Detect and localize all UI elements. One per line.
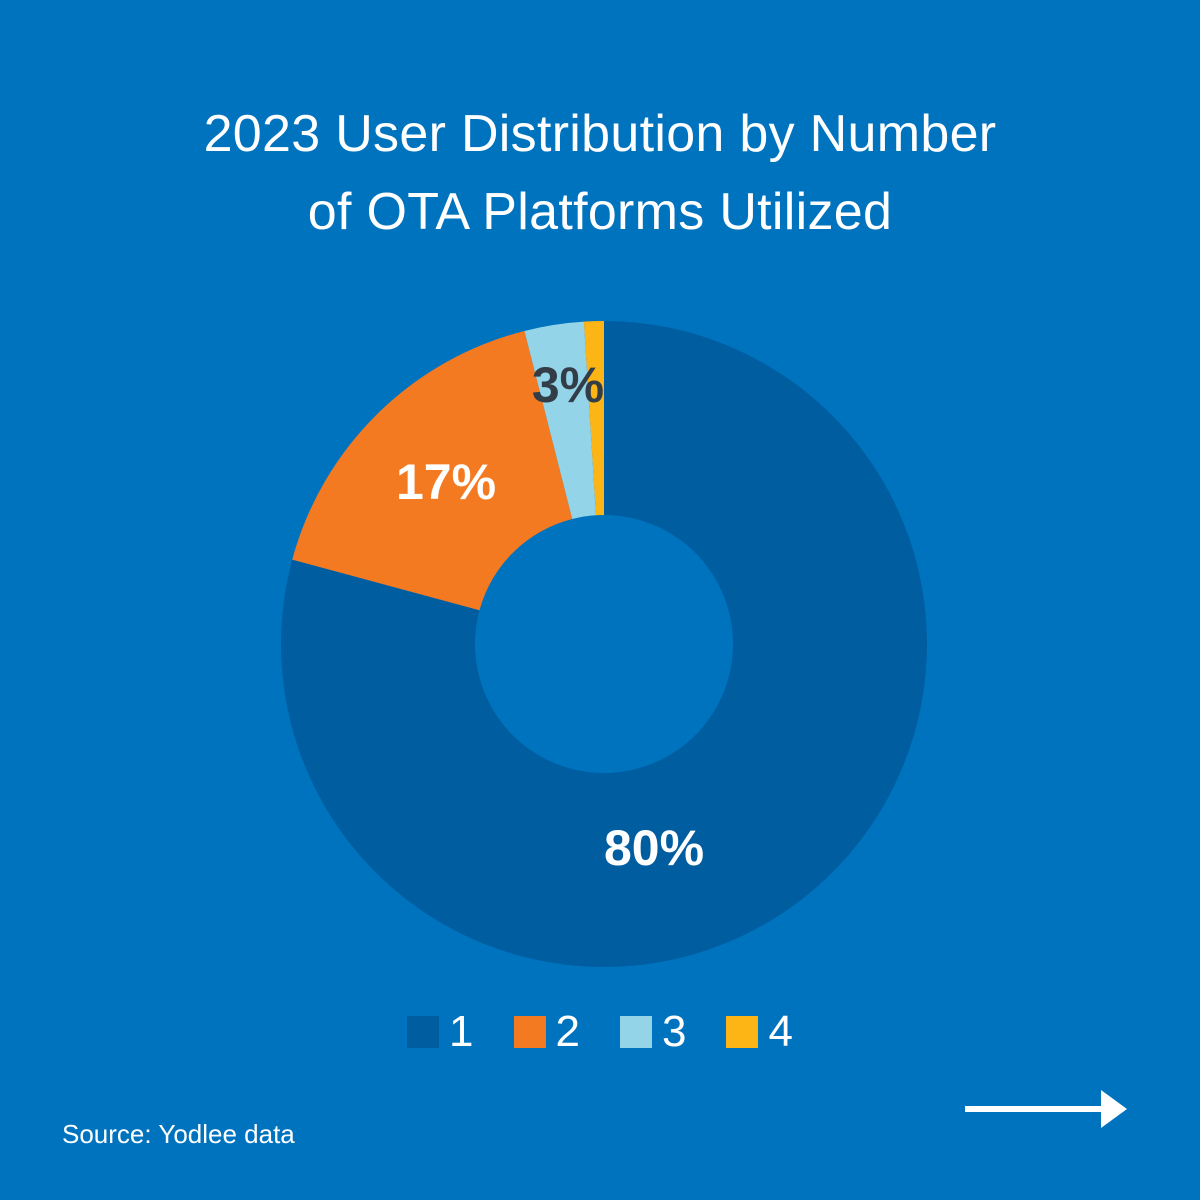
arrow-right-icon[interactable] (965, 1088, 1130, 1130)
legend-label-2: 2 (555, 1007, 580, 1056)
legend-item-1: 1 (407, 1007, 474, 1056)
donut-slice-2 (292, 330, 573, 611)
legend-item-3: 3 (620, 1010, 686, 1054)
legend-item-2: 2 (513, 1007, 580, 1056)
slice-label-3: 3% (532, 357, 604, 413)
legend-item-4: 4 (726, 1007, 793, 1056)
legend-label-4: 4 (768, 1007, 793, 1056)
legend-label-1: 1 (449, 1007, 474, 1056)
donut-slice-4 (583, 321, 604, 516)
donut-slice-labels: 80% 17% 3% (396, 357, 704, 876)
chart-title-line-1: 2023 User Distribution by Number (203, 105, 997, 163)
slice-label-2: 17% (396, 454, 496, 510)
legend-swatch-4 (726, 1016, 759, 1048)
source-note: Source: Yodlee data (62, 1119, 295, 1149)
legend-swatch-3 (620, 1016, 652, 1048)
donut-slice-3 (524, 321, 596, 519)
legend-swatch-2 (513, 1016, 546, 1048)
legend-swatch-1 (407, 1016, 440, 1048)
donut-slices (281, 321, 927, 967)
legend-label-3: 3 (662, 1007, 687, 1056)
slice-label-1: 80% (604, 820, 704, 876)
chart-title-line-2: of OTA Platforms Utilized (307, 183, 893, 241)
chart-title: 2023 User Distribution by Number of OTA … (0, 95, 1200, 251)
chart-legend: 1 2 3 4 (0, 1010, 1200, 1054)
donut-slice-1 (281, 321, 927, 967)
